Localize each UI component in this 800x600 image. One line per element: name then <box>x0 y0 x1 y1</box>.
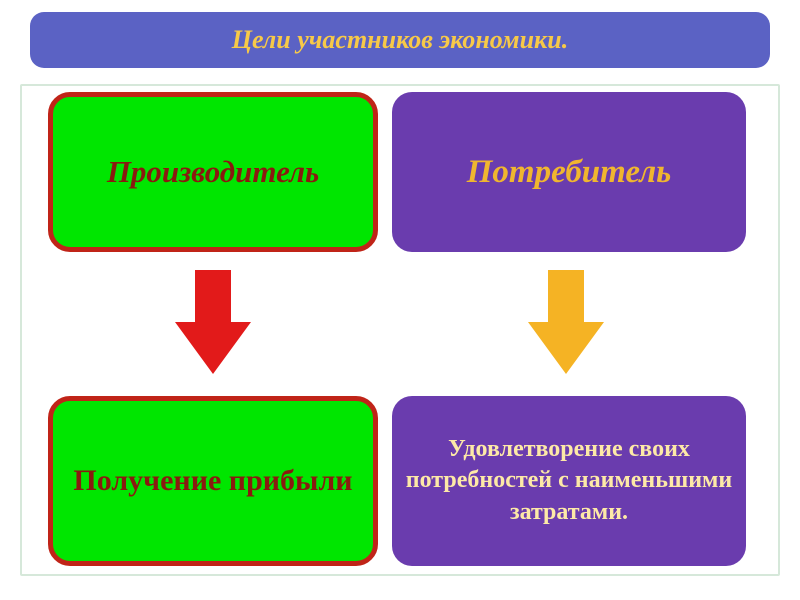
page-title-bar: Цели участников экономики. <box>30 12 770 68</box>
node-satisfaction-label: Удовлетворение своих потребностей с наим… <box>402 434 736 528</box>
node-satisfaction: Удовлетворение своих потребностей с наим… <box>392 396 746 566</box>
arrow-right <box>528 270 604 374</box>
node-producer: Производитель <box>48 92 378 252</box>
arrow-down-icon <box>528 270 604 374</box>
arrow-down-icon <box>175 270 251 374</box>
node-profit: Получение прибыли <box>48 396 378 566</box>
node-consumer: Потребитель <box>392 92 746 252</box>
node-consumer-label: Потребитель <box>467 154 671 191</box>
node-producer-label: Производитель <box>107 154 319 190</box>
node-profit-label: Получение прибыли <box>73 462 352 500</box>
page-title: Цели участников экономики. <box>232 25 568 55</box>
arrow-left <box>175 270 251 374</box>
